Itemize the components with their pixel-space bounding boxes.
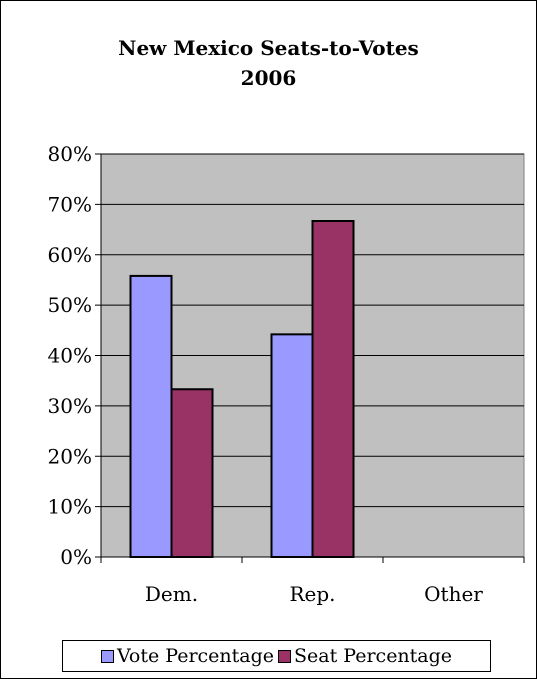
legend: Vote Percentage Seat Percentage bbox=[62, 640, 491, 672]
legend-swatch-seat bbox=[278, 649, 292, 663]
y-tick-label: 40% bbox=[48, 344, 92, 368]
legend-swatch-vote bbox=[100, 649, 114, 663]
y-tick-label: 0% bbox=[60, 545, 92, 569]
legend-item-seat: Seat Percentage bbox=[278, 645, 452, 667]
bar-vote bbox=[270, 333, 314, 558]
legend-item-vote: Vote Percentage bbox=[100, 645, 275, 667]
legend-label-vote: Vote Percentage bbox=[116, 645, 275, 667]
chart-title-line-1: New Mexico Seats-to-Votes bbox=[118, 36, 419, 60]
y-tick-label: 70% bbox=[48, 192, 92, 216]
chart-title: New Mexico Seats-to-Votes 2006 bbox=[0, 33, 537, 93]
y-tick-label: 30% bbox=[48, 394, 92, 418]
bar-seat bbox=[311, 219, 355, 558]
x-category-label: Other bbox=[424, 582, 483, 606]
y-tick-label: 10% bbox=[48, 495, 92, 519]
y-tick-label: 20% bbox=[48, 444, 92, 468]
y-tick-label: 50% bbox=[48, 293, 92, 317]
chart-title-line-2: 2006 bbox=[240, 66, 297, 90]
x-category-label: Rep. bbox=[289, 582, 335, 606]
bar-seat bbox=[170, 388, 214, 558]
y-tick-label: 60% bbox=[48, 243, 92, 267]
x-category-label: Dem. bbox=[145, 582, 198, 606]
y-tick-label: 80% bbox=[48, 142, 92, 166]
bar-vote bbox=[129, 274, 173, 558]
legend-label-seat: Seat Percentage bbox=[294, 645, 453, 667]
